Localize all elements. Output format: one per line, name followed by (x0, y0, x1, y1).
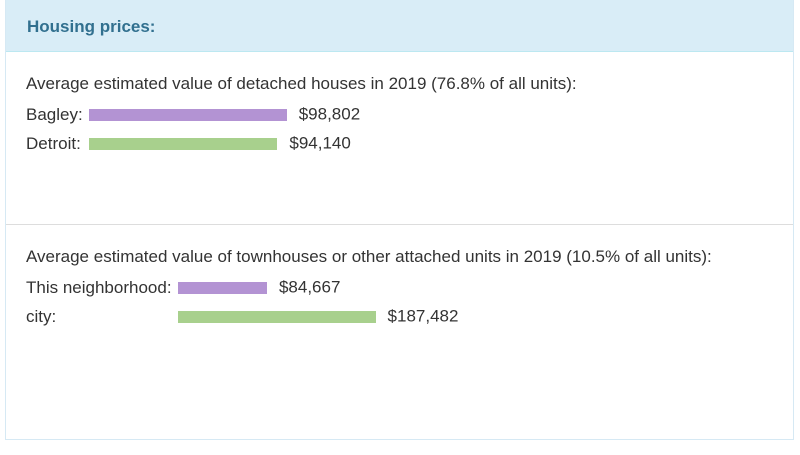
rows: This neighborhood: $84,667 city: $187,482 (26, 273, 458, 331)
section: Average estimated value of detached hous… (6, 52, 793, 225)
value-label: $187,482 (387, 306, 459, 326)
row: Bagley: $98,802 (26, 100, 360, 129)
value-label: $94,140 (289, 133, 351, 153)
sections: Average estimated value of detached hous… (6, 52, 793, 455)
page: Housing prices: Average estimated value … (5, 0, 794, 440)
section-title: Average estimated value of detached hous… (26, 74, 577, 93)
row-label: This neighborhood: (26, 277, 172, 297)
section-title: Average estimated value of townhouses or… (26, 247, 712, 266)
section: Average estimated value of townhouses or… (6, 225, 793, 455)
bar-cell: $84,667 (177, 273, 459, 302)
housing-panel: Housing prices: Average estimated value … (5, 0, 794, 440)
row-label: Bagley: (26, 104, 83, 124)
bar (88, 137, 278, 150)
row: This neighborhood: $84,667 (26, 273, 458, 302)
bar (177, 281, 267, 294)
bar-cell: $187,482 (177, 302, 459, 331)
rows: Bagley: $98,802 Detroit: $94,140 (26, 100, 360, 158)
row: city: $187,482 (26, 302, 458, 331)
bar (88, 108, 287, 121)
panel-header: Housing prices: (6, 0, 793, 52)
row: Detroit: $94,140 (26, 129, 360, 158)
bar-cell: $98,802 (88, 100, 361, 129)
row-label: city: (26, 306, 57, 326)
bar (177, 310, 376, 323)
bar-cell: $94,140 (88, 129, 360, 158)
value-label: $84,667 (278, 277, 341, 297)
value-label: $98,802 (298, 104, 361, 124)
row-label: Detroit: (26, 133, 81, 153)
